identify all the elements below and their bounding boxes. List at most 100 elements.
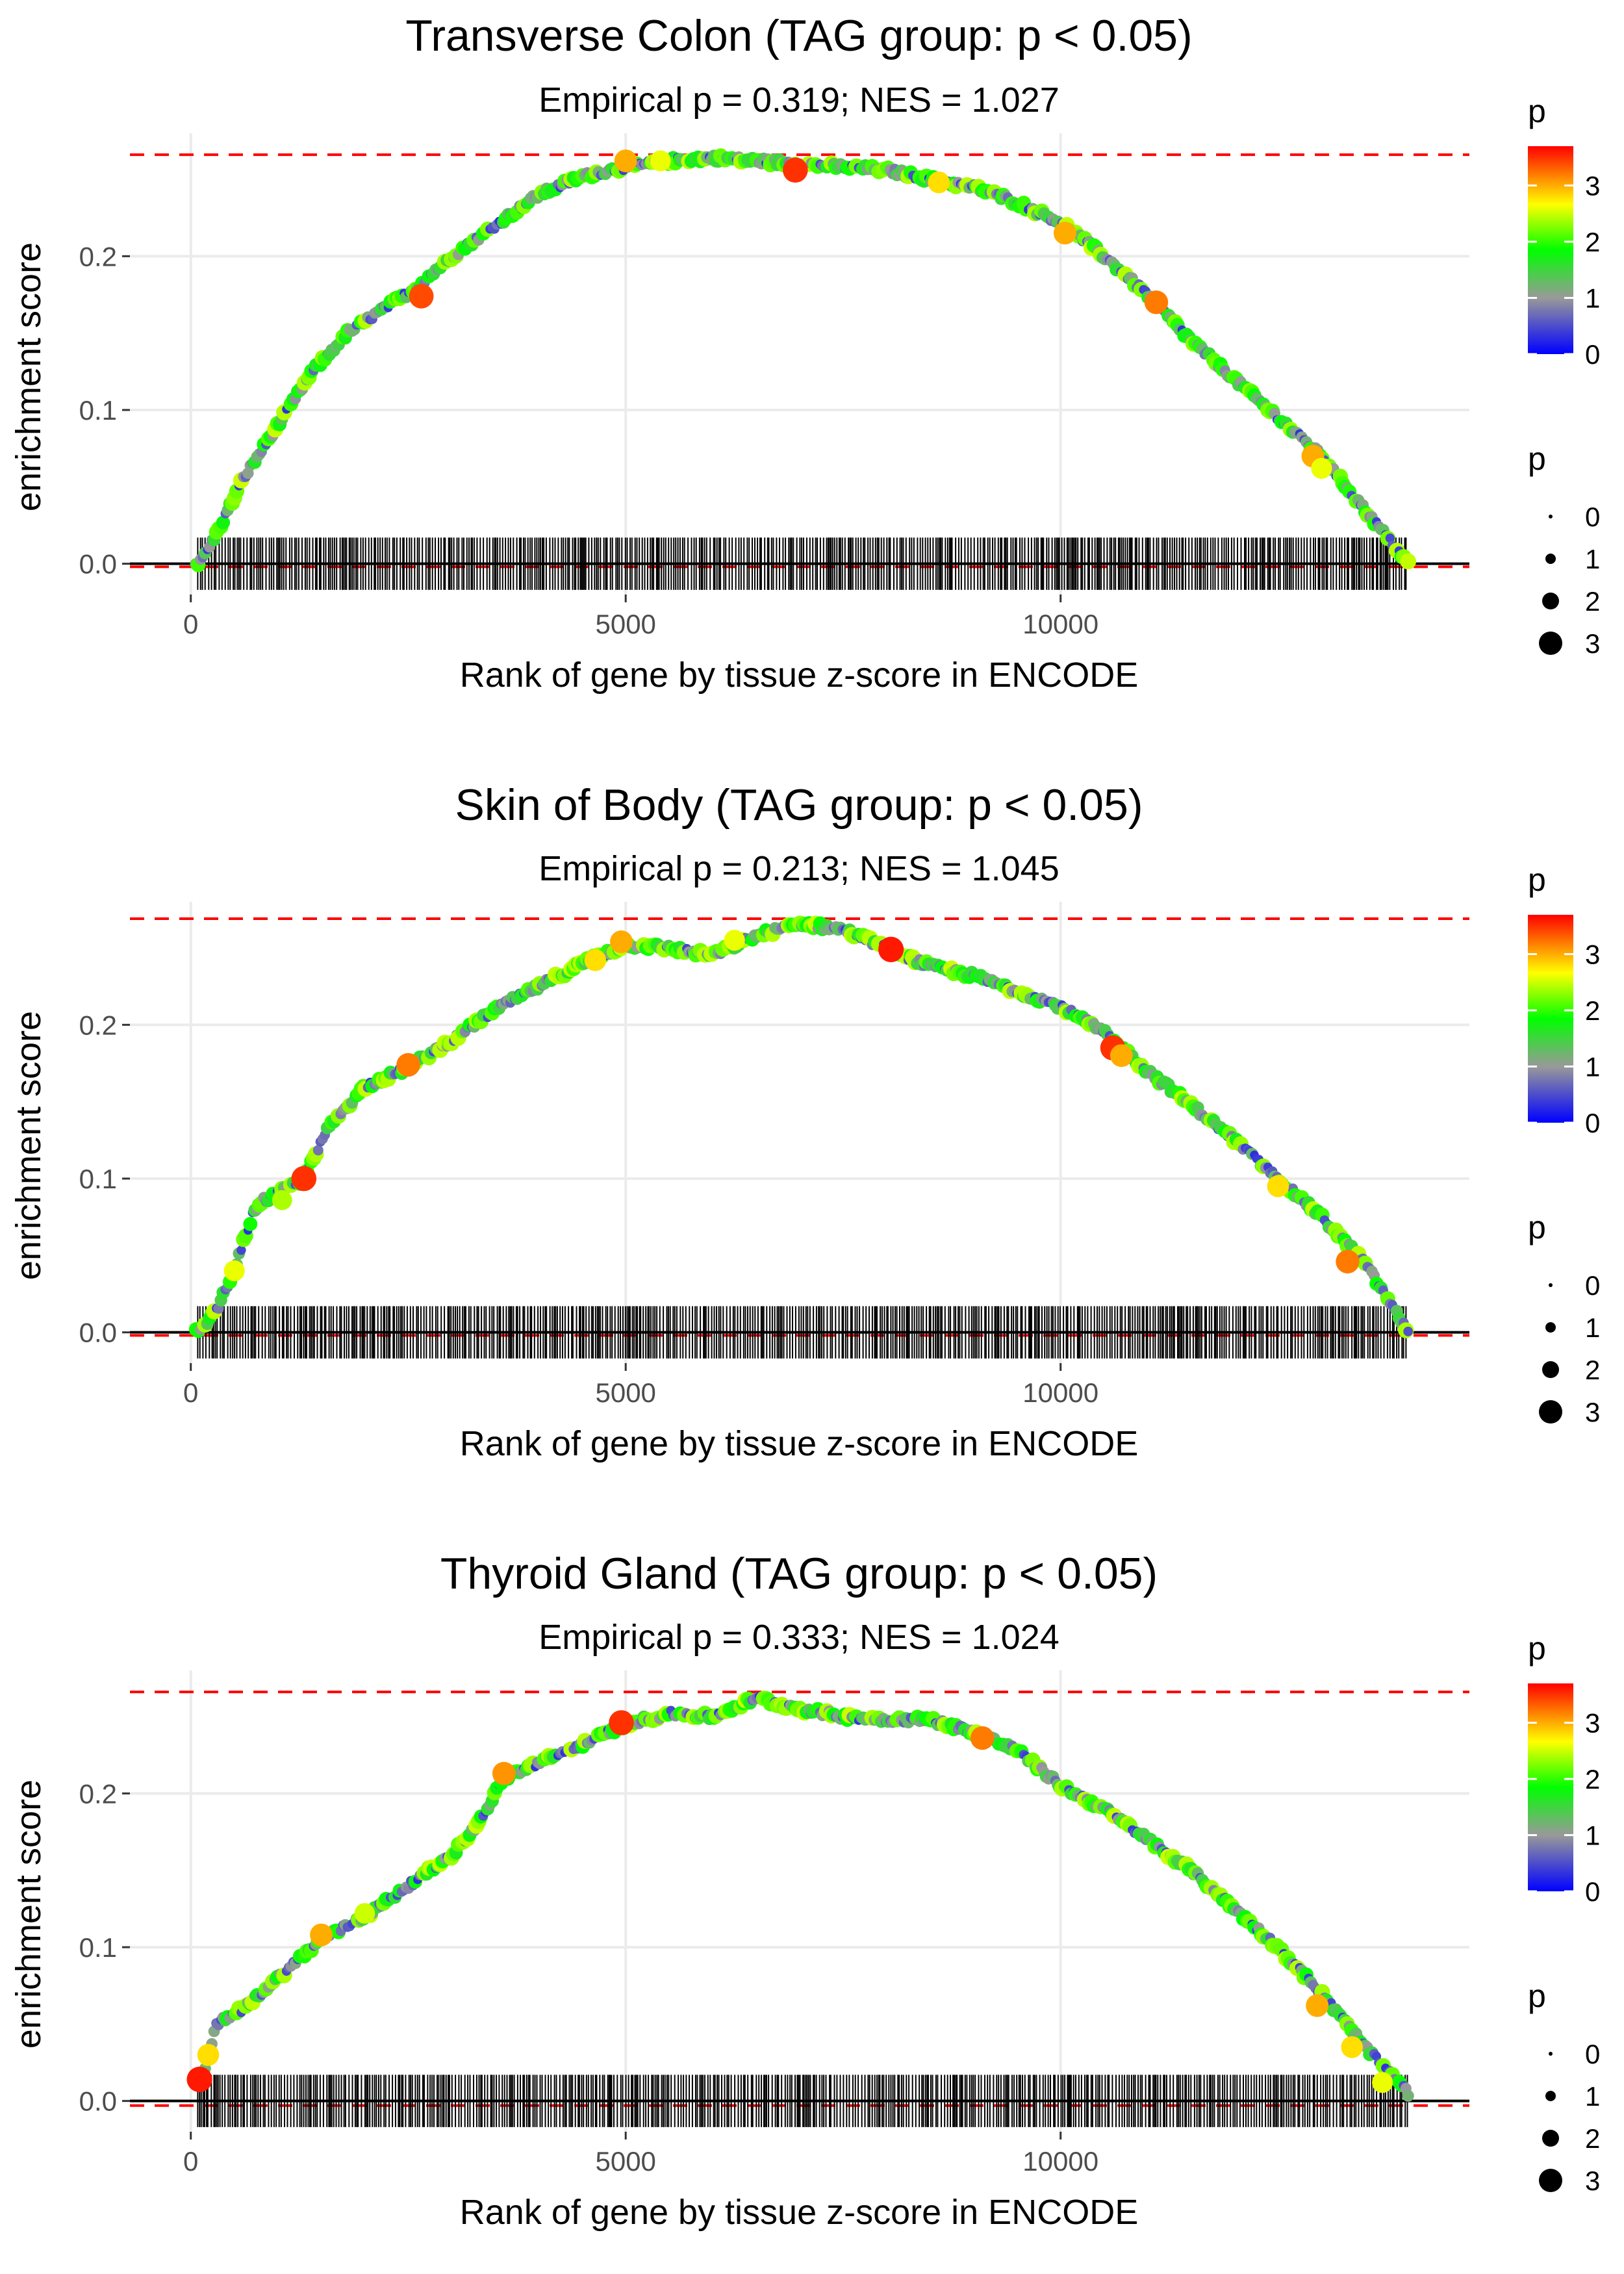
es-point-highlight [272,1190,292,1210]
size-legend-label: 1 [1585,1312,1600,1343]
es-point [1400,553,1417,570]
y-tick-label: 0.2 [79,241,117,272]
size-legend-title: p [1528,1209,1546,1246]
size-legend-title: p [1528,441,1546,477]
color-bar [1528,146,1573,354]
size-legend-dot [1549,2052,1553,2056]
es-point-highlight [197,2043,220,2066]
es-point-highlight [614,149,637,173]
color-legend-label: 1 [1585,283,1600,314]
y-tick-label: 0.1 [79,1932,117,1963]
size-legend-dot [1539,1400,1562,1424]
es-point-highlight [354,1903,375,1924]
size-legend-label: 2 [1585,1355,1600,1385]
es-point [1385,533,1395,543]
color-legend: p 0 1 2 3 [1528,862,1600,1138]
x-tick-label: 5000 [595,609,655,639]
es-point [312,1145,324,1156]
x-axis-label: Rank of gene by tissue z-score in ENCODE [460,656,1138,695]
color-legend-title: p [1528,862,1546,898]
size-legend-label: 2 [1585,586,1600,617]
plot-area: 0.0 0.1 0.2 0 5000 10000 [79,902,1469,1408]
size-legend-label: 0 [1585,502,1600,532]
es-point-highlight [1341,2036,1363,2058]
size-legend-title: p [1528,1978,1546,2014]
y-tick-label: 0.2 [79,1778,117,1809]
size-legend-label: 1 [1585,544,1600,574]
plot-area: 0.0 0.1 0.2 0 5000 10000 [79,1670,1469,2177]
y-tick-label: 0.2 [79,1010,117,1040]
es-point-highlight [409,284,434,309]
color-legend-label: 0 [1585,339,1600,370]
x-tick-label: 10000 [1022,1377,1098,1408]
size-legend-label: 0 [1585,1270,1600,1301]
es-point-highlight [1267,1175,1289,1197]
y-tick-label: 0.0 [79,1318,117,1348]
chart-subtitle: Empirical p = 0.333; NES = 1.024 [539,1618,1059,1657]
y-axis-label: enrichment score [9,1780,48,2049]
chart-subtitle: Empirical p = 0.319; NES = 1.027 [539,81,1059,120]
x-tick-label: 0 [183,2146,198,2177]
es-point-highlight [878,936,904,962]
panel-2: Skin of Body (TAG group: p < 0.05) Empir… [9,780,1600,1463]
color-bar [1528,1683,1573,1891]
es-point-highlight [1311,457,1332,479]
color-legend-label: 0 [1585,1876,1600,1907]
es-point-highlight [609,1710,634,1735]
color-legend-ticks: 0 1 2 3 [1528,171,1600,370]
size-legend-dot [1542,2130,1559,2147]
es-point [1403,1326,1414,1336]
size-legend-label: 2 [1585,2123,1600,2154]
size-legend-label: 0 [1585,2039,1600,2069]
color-legend-label: 2 [1585,227,1600,257]
size-legend: p 0 1 2 3 [1528,1209,1600,1427]
x-tick-label: 5000 [595,1377,655,1408]
es-point-highlight [492,1761,516,1785]
es-point-highlight [650,150,671,172]
chart-subtitle: Empirical p = 0.213; NES = 1.045 [539,849,1059,888]
color-legend-label: 2 [1585,995,1600,1026]
size-legend-dot [1545,2091,1556,2101]
size-legend-keys: 0 1 2 3 [1539,502,1600,659]
size-legend-label: 1 [1585,2081,1600,2112]
size-legend-label: 3 [1585,628,1600,659]
x-tick-label: 0 [183,609,198,639]
es-point-highlight [783,157,808,183]
size-legend-label: 3 [1585,2165,1600,2196]
color-legend: p 0 1 2 3 [1528,1630,1600,1907]
y-axis-label: enrichment score [9,242,48,511]
es-point-highlight [971,1726,995,1750]
x-tick-label: 5000 [595,2146,655,2177]
y-tick-label: 0.1 [79,1164,117,1194]
color-legend-label: 3 [1585,939,1600,970]
es-point-highlight [928,171,950,194]
es-points [186,1691,1414,2102]
size-legend-dot [1542,1361,1559,1378]
es-point-highlight [1372,2072,1393,2093]
x-tick-label: 10000 [1022,609,1098,639]
es-point [1402,2089,1414,2102]
size-legend-dot [1549,1283,1553,1287]
chart-title: Skin of Body (TAG group: p < 0.05) [455,780,1143,830]
x-axis-label: Rank of gene by tissue z-score in ENCODE [460,2193,1138,2232]
es-point [236,1245,246,1255]
y-axis-label: enrichment score [9,1011,48,1280]
x-tick-label: 10000 [1022,2146,1098,2177]
size-legend-dot [1539,2169,1562,2192]
panel-3: Thyroid Gland (TAG group: p < 0.05) Empi… [9,1549,1600,2232]
es-point-highlight [610,930,633,953]
es-point-highlight [724,930,745,951]
y-tick-label: 0.0 [79,2086,117,2117]
color-legend: p 0 1 2 3 [1528,93,1600,370]
size-legend-keys: 0 1 2 3 [1539,1270,1600,1427]
es-points [188,915,1414,1338]
es-point-highlight [1053,222,1076,245]
es-point-highlight [584,949,607,971]
color-legend-ticks: 0 1 2 3 [1528,1708,1600,1907]
color-legend-label: 3 [1585,1708,1600,1739]
x-tick-label: 0 [183,1377,198,1408]
color-legend-label: 1 [1585,1820,1600,1851]
es-point-highlight [291,1166,317,1192]
chart-title: Thyroid Gland (TAG group: p < 0.05) [440,1549,1158,1598]
